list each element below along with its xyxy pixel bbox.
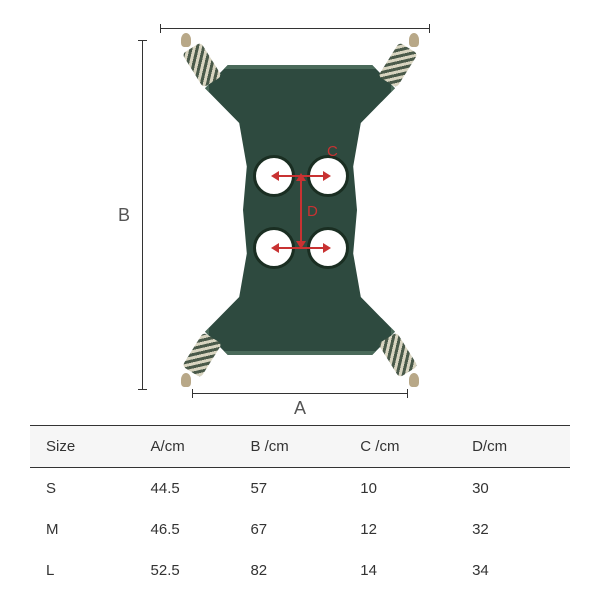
cell-b: 57	[246, 468, 356, 510]
col-c: C /cm	[356, 426, 468, 468]
cell-b: 82	[246, 550, 356, 591]
table-row: S 44.5 57 10 30	[30, 468, 570, 510]
dim-line-b	[142, 40, 143, 390]
cell-c: 10	[356, 468, 468, 510]
col-size: Size	[30, 426, 147, 468]
cell-c: 14	[356, 550, 468, 591]
arrow-d	[300, 181, 302, 241]
product-body: C D	[185, 45, 415, 375]
dim-label-b: B	[118, 205, 130, 226]
dim-tick	[160, 24, 161, 33]
dim-tick	[138, 389, 147, 390]
dim-tick	[429, 24, 430, 33]
tassel-br	[409, 373, 419, 387]
size-table: Size A/cm B /cm C /cm D/cm S 44.5 57 10 …	[30, 425, 570, 591]
product-diagram: B C D A	[100, 10, 500, 410]
cell-b: 67	[246, 509, 356, 550]
strap-br	[378, 332, 418, 378]
cell-a: 46.5	[147, 509, 247, 550]
cell-d: 32	[468, 509, 570, 550]
table-row: L 52.5 82 14 34	[30, 550, 570, 591]
dim-tick	[407, 389, 408, 398]
cell-size: S	[30, 468, 147, 510]
tassel-bl	[181, 373, 191, 387]
dim-bracket-top	[160, 28, 430, 29]
table-row: M 46.5 67 12 32	[30, 509, 570, 550]
dim-tick	[192, 389, 193, 398]
cell-d: 30	[468, 468, 570, 510]
cell-a: 44.5	[147, 468, 247, 510]
tassel-tl	[181, 33, 191, 47]
dim-line-a	[192, 393, 408, 394]
col-b: B /cm	[246, 426, 356, 468]
cell-d: 34	[468, 550, 570, 591]
cell-a: 52.5	[147, 550, 247, 591]
tassel-tr	[409, 33, 419, 47]
dim-tick	[138, 40, 147, 41]
cell-c: 12	[356, 509, 468, 550]
dim-label-a: A	[294, 398, 306, 419]
dim-label-c: C	[327, 143, 338, 160]
cell-size: L	[30, 550, 147, 591]
arrow-lower	[279, 247, 323, 249]
cell-size: M	[30, 509, 147, 550]
col-a: A/cm	[147, 426, 247, 468]
col-d: D/cm	[468, 426, 570, 468]
dim-label-d: D	[307, 203, 318, 220]
table-header-row: Size A/cm B /cm C /cm D/cm	[30, 426, 570, 468]
